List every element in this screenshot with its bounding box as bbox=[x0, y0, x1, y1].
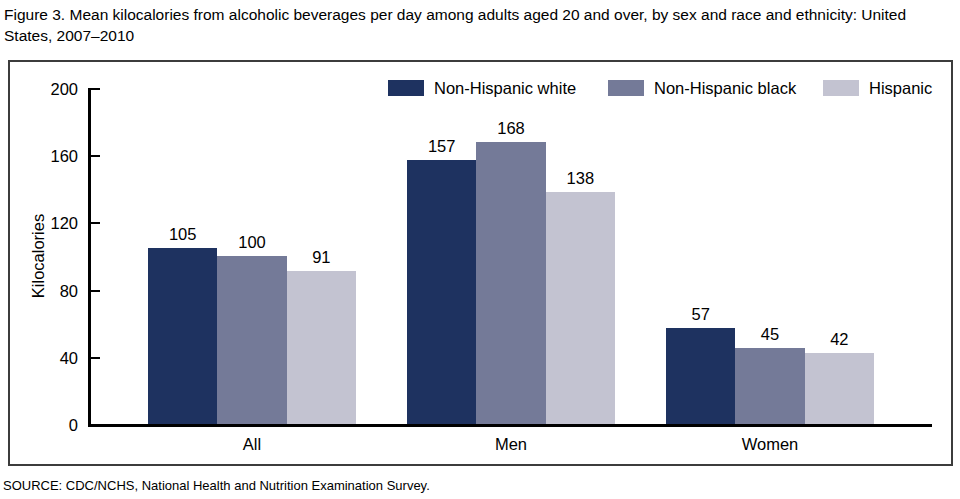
x-category-label: Men bbox=[407, 434, 615, 454]
y-axis-label: Kilocalories bbox=[28, 163, 48, 349]
x-category-label: All bbox=[148, 434, 356, 454]
bar-non-hispanic-black-all bbox=[217, 256, 286, 424]
bar-non-hispanic-white-men bbox=[407, 160, 476, 424]
y-axis-line bbox=[88, 88, 91, 427]
bar-non-hispanic-white-all bbox=[148, 248, 217, 424]
bar-value-label: 57 bbox=[666, 304, 735, 324]
y-tick-label: 40 bbox=[28, 348, 78, 368]
bar-non-hispanic-white-women bbox=[666, 328, 735, 424]
y-tick-mark bbox=[91, 290, 100, 292]
figure-page: Figure 3. Mean kilocalories from alcohol… bbox=[0, 0, 960, 499]
legend-label: Hispanic bbox=[869, 78, 932, 98]
y-tick-label: 160 bbox=[28, 146, 78, 166]
y-tick-label: 80 bbox=[28, 281, 78, 301]
bar-hispanic-men bbox=[546, 192, 615, 424]
bar-hispanic-all bbox=[287, 271, 356, 424]
bar-hispanic-women bbox=[805, 353, 874, 424]
legend-swatch-icon bbox=[608, 80, 644, 96]
legend-label: Non-Hispanic black bbox=[654, 78, 796, 98]
source-note: SOURCE: CDC/NCHS, National Health and Nu… bbox=[3, 477, 953, 494]
bar-value-label: 138 bbox=[546, 168, 615, 188]
legend-swatch-icon bbox=[823, 80, 859, 96]
bar-value-label: 91 bbox=[287, 247, 356, 267]
y-tick-mark bbox=[91, 88, 100, 90]
bar-value-label: 105 bbox=[148, 224, 217, 244]
x-category-label: Women bbox=[666, 434, 874, 454]
figure-title: Figure 3. Mean kilocalories from alcohol… bbox=[4, 4, 954, 46]
bar-non-hispanic-black-men bbox=[476, 142, 545, 424]
legend-swatch-icon bbox=[388, 80, 424, 96]
y-tick-label: 120 bbox=[28, 213, 78, 233]
y-tick-mark bbox=[91, 155, 100, 157]
x-axis-line bbox=[88, 424, 932, 427]
bar-value-label: 157 bbox=[407, 136, 476, 156]
bar-value-label: 168 bbox=[476, 118, 545, 138]
legend-label: Non-Hispanic white bbox=[434, 78, 576, 98]
y-tick-label: 200 bbox=[28, 79, 78, 99]
bar-value-label: 42 bbox=[805, 329, 874, 349]
bar-value-label: 45 bbox=[735, 324, 804, 344]
y-tick-label: 0 bbox=[28, 415, 78, 435]
y-tick-mark bbox=[91, 357, 100, 359]
bar-value-label: 100 bbox=[217, 232, 286, 252]
chart-area: Kilocalories Non-Hispanic white Non-Hispa… bbox=[8, 60, 953, 466]
y-tick-mark bbox=[91, 222, 100, 224]
bar-non-hispanic-black-women bbox=[735, 348, 804, 424]
